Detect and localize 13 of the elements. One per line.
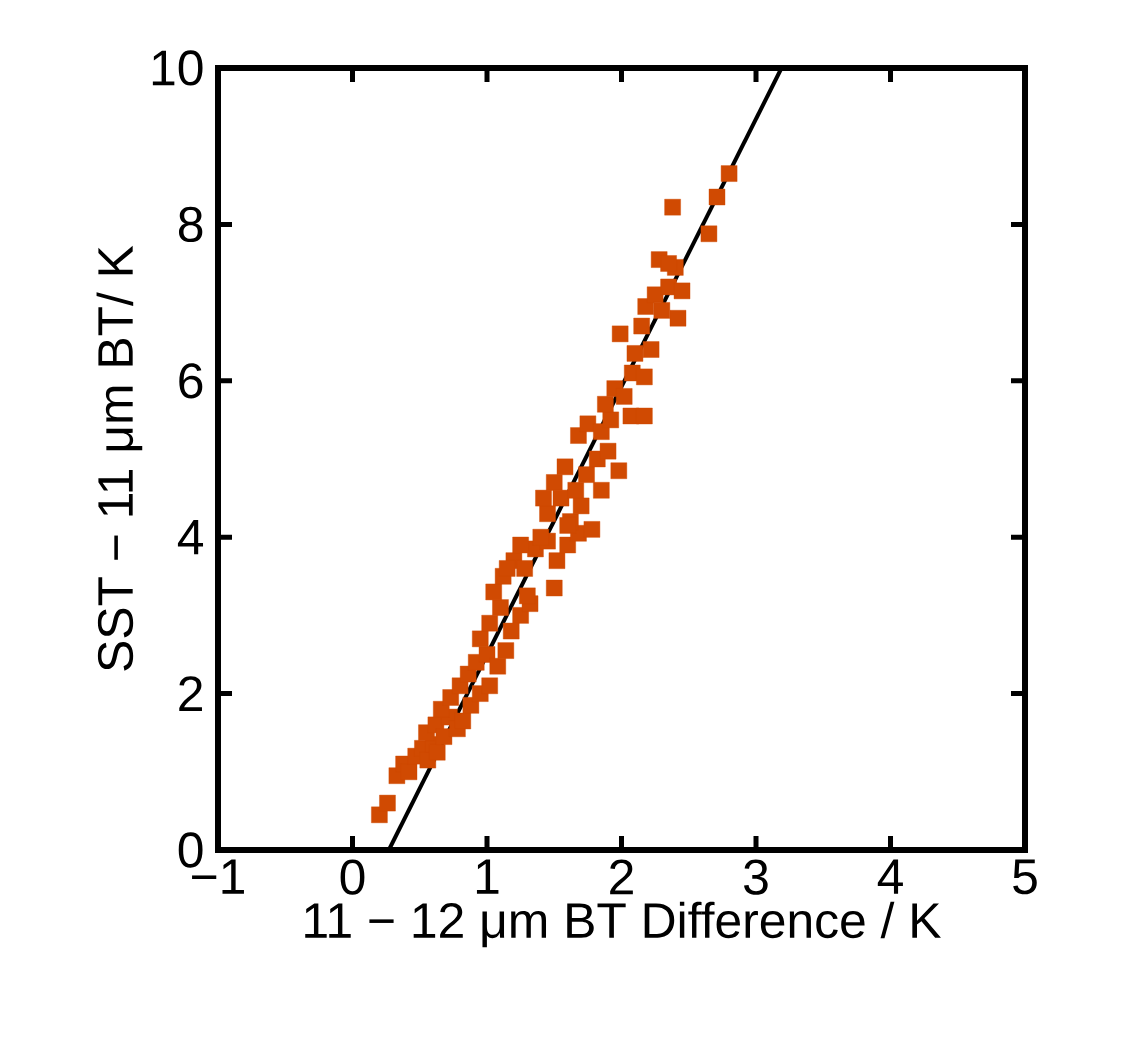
y-tick-label: 4	[177, 520, 204, 555]
x-tick-label: 5	[1013, 859, 1037, 895]
y-tick-label: 6	[179, 363, 203, 399]
x-tick-label: 4	[877, 859, 903, 894]
x-tick-label: 1	[476, 859, 499, 894]
x-axis-title: 11 − 12 μm BT Difference / K	[305, 901, 941, 948]
y-tick-label: 2	[179, 676, 202, 711]
y-tick-label: 10	[152, 50, 203, 86]
x-tick-label: 0	[340, 859, 365, 895]
x-tick-label: 2	[610, 859, 633, 895]
y-axis-title: SST − 11 μm BT/ K	[96, 245, 143, 671]
x-tick-label: 3	[744, 859, 768, 895]
y-tick-label: 8	[178, 206, 203, 243]
